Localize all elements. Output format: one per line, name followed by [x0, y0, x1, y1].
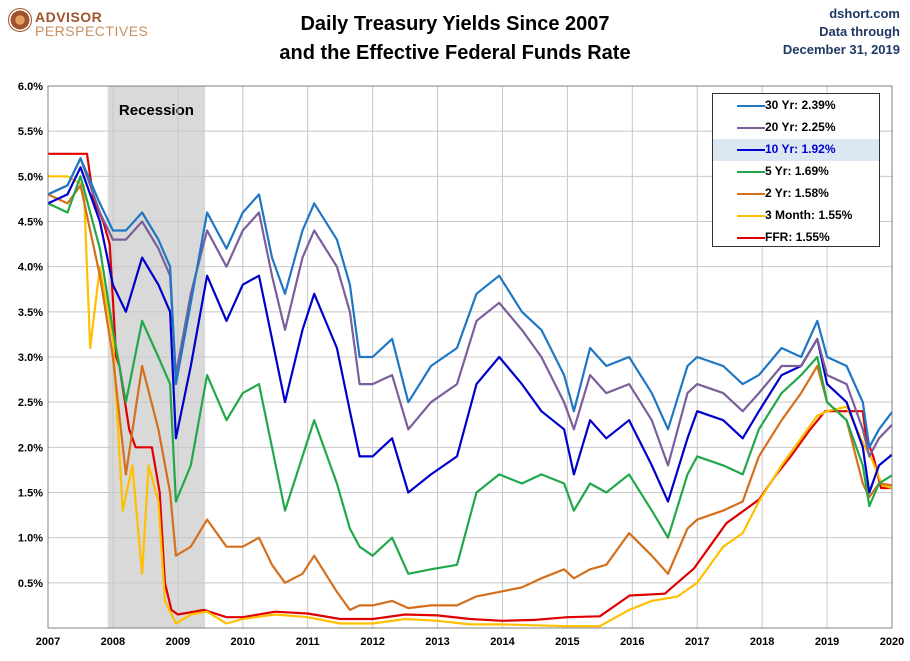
legend-swatch [737, 127, 765, 129]
compass-logo-icon [8, 8, 32, 32]
y-tick-label: 6.0% [18, 81, 43, 93]
chart-title-line1: Daily Treasury Yields Since 2007 [300, 13, 610, 35]
chart-legend: 30 Yr: 2.39% 20 Yr: 2.25% 10 Yr: 1.92% 5 Yr… [712, 93, 880, 247]
x-tick-label: 2012 [360, 636, 384, 648]
y-tick-label: 5.5% [18, 126, 43, 138]
x-tick-label: 2010 [231, 636, 255, 648]
y-tick-label: 0.5% [18, 578, 43, 590]
y-tick-label: 3.0% [18, 352, 43, 364]
x-tick-label: 2020 [880, 636, 904, 648]
legend-label: 10 Yr: 1.92% [765, 142, 836, 156]
logo-text-top: ADVISOR [35, 9, 103, 25]
legend-swatch [737, 149, 765, 151]
x-tick-label: 2007 [36, 636, 60, 648]
legend-swatch [737, 237, 765, 239]
x-tick-label: 2011 [296, 636, 320, 648]
x-tick-label: 2015 [555, 636, 579, 648]
y-tick-label: 1.5% [18, 488, 43, 500]
legend-item: 5 Yr: 1.69% [713, 161, 879, 183]
legend-label: FFR: 1.55% [765, 230, 830, 244]
y-tick-label: 5.0% [18, 171, 43, 183]
legend-label: 20 Yr: 2.25% [765, 120, 836, 134]
legend-swatch [737, 105, 765, 107]
legend-item: 3 Month: 1.55% [713, 205, 879, 227]
x-tick-label: 2017 [685, 636, 709, 648]
x-tick-label: 2016 [620, 636, 644, 648]
legend-item: 30 Yr: 2.39% [713, 95, 879, 117]
y-tick-label: 4.5% [18, 217, 43, 229]
series-line-30-yr [47, 157, 893, 449]
legend-swatch [737, 171, 765, 173]
series-line-3-month [48, 175, 893, 628]
x-tick-label: 2018 [750, 636, 774, 648]
y-tick-label: 2.0% [18, 442, 43, 454]
chart-title-line2: and the Effective Federal Funds Rate [279, 42, 631, 64]
x-tick-label: 2014 [490, 636, 515, 648]
source-note: Data through [819, 24, 900, 39]
logo-text-bottom: PERSPECTIVES [35, 23, 149, 39]
x-tick-label: 2009 [166, 636, 190, 648]
legend-label: 30 Yr: 2.39% [765, 98, 836, 112]
legend-swatch [737, 193, 765, 195]
y-tick-label: 3.5% [18, 307, 43, 319]
recession-label: Recession [119, 102, 194, 119]
series-line-5-yr [47, 175, 893, 575]
x-tick-label: 2019 [815, 636, 839, 648]
x-tick-label: 2013 [425, 636, 449, 648]
source-site: dshort.com [829, 6, 900, 21]
legend-swatch [737, 215, 765, 217]
series-line-10-yr [47, 166, 893, 503]
y-tick-label: 4.0% [18, 262, 43, 274]
source-date: December 31, 2019 [782, 42, 900, 57]
series-line-2-yr [47, 184, 893, 611]
legend-label: 3 Month: 1.55% [765, 208, 853, 222]
legend-label: 2 Yr: 1.58% [765, 186, 829, 200]
legend-item: 10 Yr: 1.92% [713, 139, 879, 161]
plot-frame [47, 85, 893, 629]
logo: ADVISOR PERSPECTIVES [8, 6, 158, 40]
legend-item: 20 Yr: 2.25% [713, 117, 879, 139]
x-tick-label: 2008 [101, 636, 125, 648]
y-tick-label: 1.0% [18, 533, 43, 545]
legend-label: 5 Yr: 1.69% [765, 164, 829, 178]
legend-item: 2 Yr: 1.58% [713, 183, 879, 205]
legend-item: FFR: 1.55% [713, 227, 879, 249]
y-tick-label: 2.5% [18, 397, 43, 409]
